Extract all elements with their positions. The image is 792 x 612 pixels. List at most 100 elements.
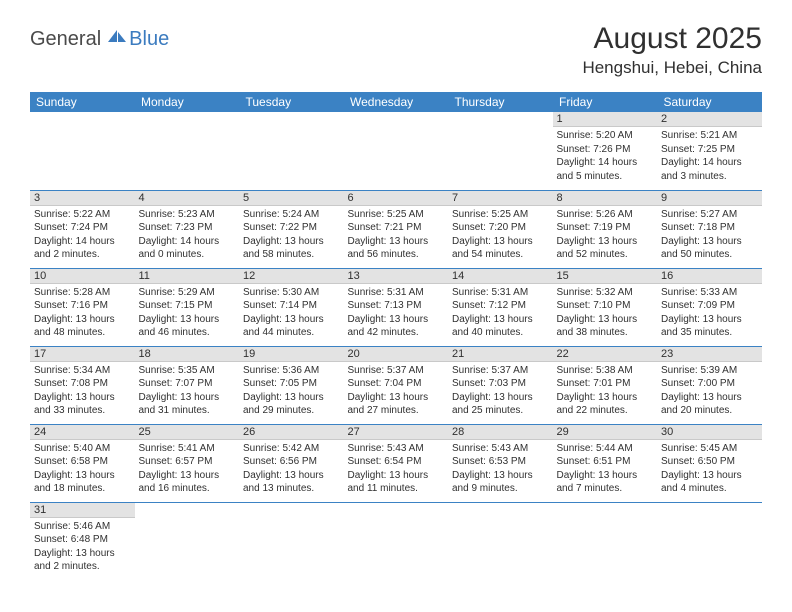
logo-text-general: General [30,28,101,51]
sunset-text: Sunset: 7:07 PM [139,377,236,391]
sunrise-text: Sunrise: 5:26 AM [557,208,654,222]
cell-content: Sunrise: 5:25 AMSunset: 7:20 PMDaylight:… [448,206,553,264]
daylight-text: Daylight: 13 hours and 33 minutes. [34,391,131,418]
sunrise-text: Sunrise: 5:35 AM [139,364,236,378]
calendar-cell: 4Sunrise: 5:23 AMSunset: 7:23 PMDaylight… [135,190,240,268]
sunset-text: Sunset: 7:13 PM [348,299,445,313]
cell-content: Sunrise: 5:24 AMSunset: 7:22 PMDaylight:… [239,206,344,264]
sunset-text: Sunset: 6:56 PM [243,455,340,469]
day-number: 7 [448,191,553,206]
sunset-text: Sunset: 7:14 PM [243,299,340,313]
calendar-cell: 26Sunrise: 5:42 AMSunset: 6:56 PMDayligh… [239,424,344,502]
column-header: Wednesday [344,92,449,112]
cell-content: Sunrise: 5:43 AMSunset: 6:54 PMDaylight:… [344,440,449,498]
day-number: 29 [553,425,658,440]
day-number: 31 [30,503,135,518]
day-number: 8 [553,191,658,206]
sunrise-text: Sunrise: 5:22 AM [34,208,131,222]
calendar-cell: 15Sunrise: 5:32 AMSunset: 7:10 PMDayligh… [553,268,658,346]
column-header: Sunday [30,92,135,112]
sunset-text: Sunset: 6:54 PM [348,455,445,469]
sunrise-text: Sunrise: 5:38 AM [557,364,654,378]
sunset-text: Sunset: 7:04 PM [348,377,445,391]
day-number: 20 [344,347,449,362]
sunset-text: Sunset: 7:10 PM [557,299,654,313]
sunset-text: Sunset: 6:57 PM [139,455,236,469]
sunset-text: Sunset: 7:24 PM [34,221,131,235]
cell-content: Sunrise: 5:43 AMSunset: 6:53 PMDaylight:… [448,440,553,498]
cell-content: Sunrise: 5:27 AMSunset: 7:18 PMDaylight:… [657,206,762,264]
day-number: 19 [239,347,344,362]
cell-content: Sunrise: 5:26 AMSunset: 7:19 PMDaylight:… [553,206,658,264]
sunrise-text: Sunrise: 5:39 AM [661,364,758,378]
daylight-text: Daylight: 14 hours and 2 minutes. [34,235,131,262]
sunrise-text: Sunrise: 5:21 AM [661,129,758,143]
cell-content: Sunrise: 5:25 AMSunset: 7:21 PMDaylight:… [344,206,449,264]
daylight-text: Daylight: 13 hours and 20 minutes. [661,391,758,418]
sunrise-text: Sunrise: 5:31 AM [348,286,445,300]
sunset-text: Sunset: 7:16 PM [34,299,131,313]
sail-icon [106,28,128,49]
daylight-text: Daylight: 13 hours and 31 minutes. [139,391,236,418]
calendar-cell: 7Sunrise: 5:25 AMSunset: 7:20 PMDaylight… [448,190,553,268]
sunrise-text: Sunrise: 5:28 AM [34,286,131,300]
daylight-text: Daylight: 13 hours and 29 minutes. [243,391,340,418]
cell-content: Sunrise: 5:20 AMSunset: 7:26 PMDaylight:… [553,127,658,185]
daylight-text: Daylight: 13 hours and 35 minutes. [661,313,758,340]
day-number: 30 [657,425,762,440]
sunset-text: Sunset: 7:18 PM [661,221,758,235]
day-number: 22 [553,347,658,362]
calendar-cell [344,112,449,190]
day-number: 5 [239,191,344,206]
cell-content: Sunrise: 5:37 AMSunset: 7:03 PMDaylight:… [448,362,553,420]
sunrise-text: Sunrise: 5:37 AM [452,364,549,378]
day-number: 21 [448,347,553,362]
daylight-text: Daylight: 13 hours and 18 minutes. [34,469,131,496]
sunset-text: Sunset: 7:23 PM [139,221,236,235]
cell-content: Sunrise: 5:31 AMSunset: 7:12 PMDaylight:… [448,284,553,342]
day-number: 18 [135,347,240,362]
calendar-cell: 23Sunrise: 5:39 AMSunset: 7:00 PMDayligh… [657,346,762,424]
day-number: 11 [135,269,240,284]
sunrise-text: Sunrise: 5:40 AM [34,442,131,456]
calendar-cell [448,112,553,190]
calendar-cell: 12Sunrise: 5:30 AMSunset: 7:14 PMDayligh… [239,268,344,346]
calendar-body: 1Sunrise: 5:20 AMSunset: 7:26 PMDaylight… [30,112,762,580]
daylight-text: Daylight: 13 hours and 50 minutes. [661,235,758,262]
sunset-text: Sunset: 7:09 PM [661,299,758,313]
daylight-text: Daylight: 13 hours and 7 minutes. [557,469,654,496]
sunset-text: Sunset: 7:19 PM [557,221,654,235]
daylight-text: Daylight: 14 hours and 5 minutes. [557,156,654,183]
cell-content: Sunrise: 5:21 AMSunset: 7:25 PMDaylight:… [657,127,762,185]
month-title: August 2025 [582,22,762,56]
sunrise-text: Sunrise: 5:30 AM [243,286,340,300]
day-number: 14 [448,269,553,284]
calendar-cell: 29Sunrise: 5:44 AMSunset: 6:51 PMDayligh… [553,424,658,502]
daylight-text: Daylight: 13 hours and 42 minutes. [348,313,445,340]
daylight-text: Daylight: 13 hours and 9 minutes. [452,469,549,496]
sunset-text: Sunset: 7:26 PM [557,143,654,157]
sunset-text: Sunset: 7:25 PM [661,143,758,157]
daylight-text: Daylight: 13 hours and 56 minutes. [348,235,445,262]
sunrise-text: Sunrise: 5:43 AM [348,442,445,456]
daylight-text: Daylight: 13 hours and 13 minutes. [243,469,340,496]
calendar-cell: 17Sunrise: 5:34 AMSunset: 7:08 PMDayligh… [30,346,135,424]
daylight-text: Daylight: 13 hours and 2 minutes. [34,547,131,574]
sunrise-text: Sunrise: 5:44 AM [557,442,654,456]
daylight-text: Daylight: 14 hours and 3 minutes. [661,156,758,183]
sunset-text: Sunset: 7:21 PM [348,221,445,235]
sunrise-text: Sunrise: 5:24 AM [243,208,340,222]
daylight-text: Daylight: 13 hours and 48 minutes. [34,313,131,340]
cell-content: Sunrise: 5:38 AMSunset: 7:01 PMDaylight:… [553,362,658,420]
calendar-cell [135,502,240,580]
daylight-text: Daylight: 14 hours and 0 minutes. [139,235,236,262]
calendar-cell [239,502,344,580]
cell-content: Sunrise: 5:28 AMSunset: 7:16 PMDaylight:… [30,284,135,342]
daylight-text: Daylight: 13 hours and 58 minutes. [243,235,340,262]
cell-content: Sunrise: 5:30 AMSunset: 7:14 PMDaylight:… [239,284,344,342]
sunrise-text: Sunrise: 5:31 AM [452,286,549,300]
logo-text-blue: Blue [129,28,169,51]
sunrise-text: Sunrise: 5:23 AM [139,208,236,222]
column-header: Saturday [657,92,762,112]
daylight-text: Daylight: 13 hours and 25 minutes. [452,391,549,418]
